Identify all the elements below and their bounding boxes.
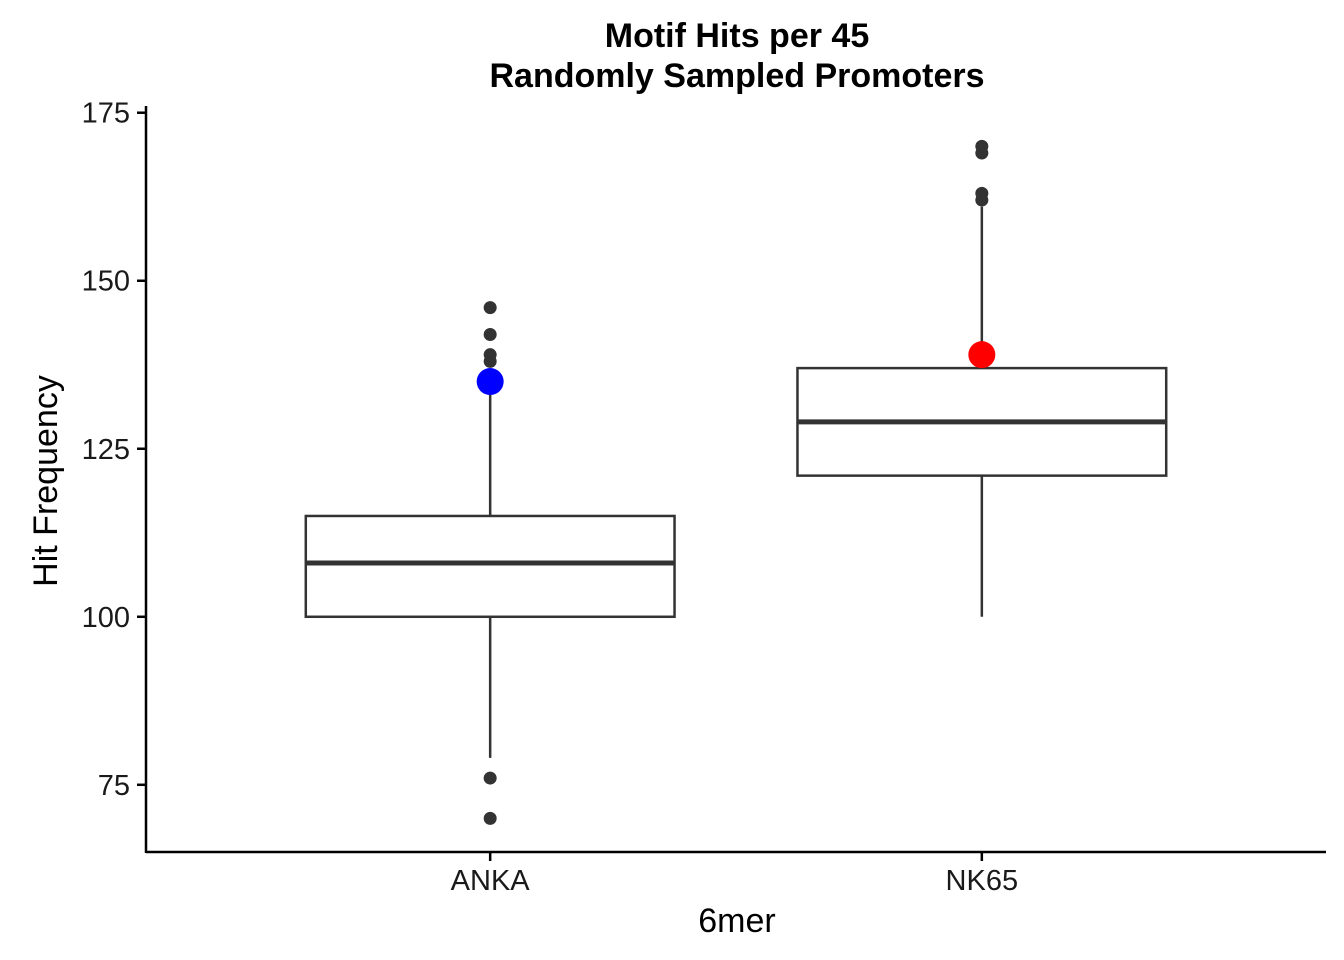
outlier-point bbox=[483, 771, 497, 785]
y-tick-label: 100 bbox=[82, 602, 130, 634]
y-tick-label: 175 bbox=[82, 98, 130, 130]
chart-title-line-1: Motif Hits per 45 bbox=[605, 17, 869, 55]
outlier-point bbox=[975, 139, 989, 153]
x-axis-title: 6mer bbox=[698, 902, 775, 940]
outlier-point bbox=[975, 186, 989, 200]
y-axis-title: Hit Frequency bbox=[27, 375, 65, 587]
outlier-point bbox=[483, 328, 497, 342]
highlight-point-nk65 bbox=[968, 341, 996, 369]
y-tick-label: 150 bbox=[82, 266, 130, 298]
y-tick-label: 75 bbox=[98, 770, 130, 802]
x-tick-label: ANKA bbox=[451, 865, 531, 897]
outlier-point bbox=[483, 348, 497, 362]
highlight-point-anka bbox=[476, 368, 504, 396]
outlier-point bbox=[483, 811, 497, 825]
chart-title-line-2: Randomly Sampled Promoters bbox=[489, 57, 984, 95]
box-anka bbox=[304, 301, 676, 825]
box-nk65 bbox=[796, 139, 1168, 617]
outlier-point bbox=[483, 301, 497, 315]
x-tick-label: NK65 bbox=[946, 865, 1019, 897]
y-axis-ticks: 75 100 125 150 175 bbox=[82, 98, 146, 802]
interquartile-box bbox=[304, 514, 676, 619]
x-axis-ticks: ANKA NK65 bbox=[451, 852, 1018, 897]
plot-area bbox=[304, 139, 1168, 825]
y-tick-label: 125 bbox=[82, 434, 130, 466]
